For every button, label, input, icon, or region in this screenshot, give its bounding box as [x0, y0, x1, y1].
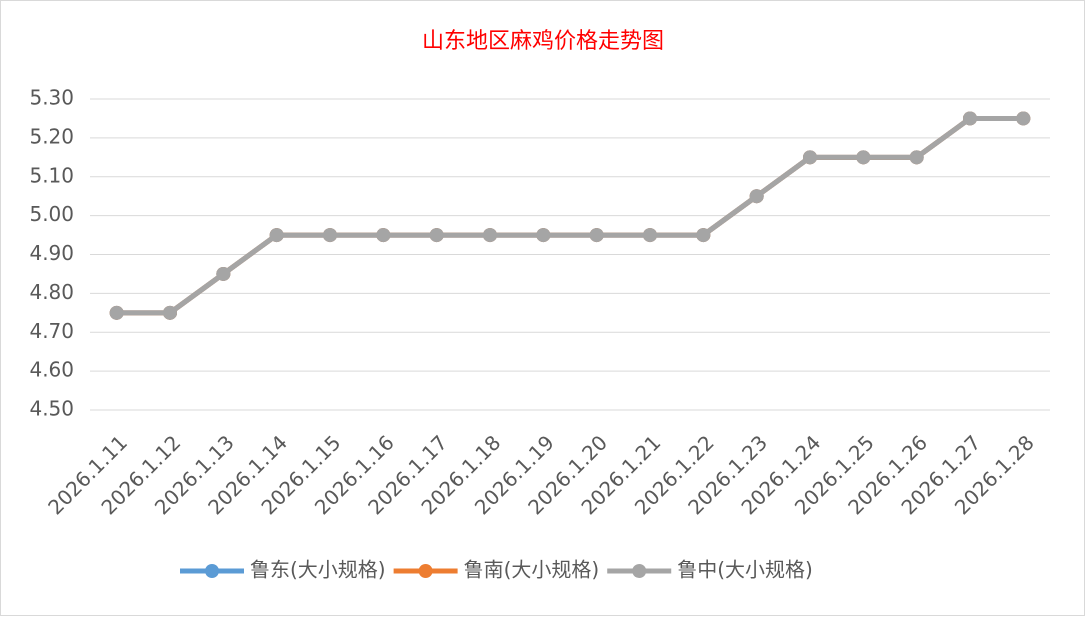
y-tick-label: 5.20: [29, 124, 74, 148]
data-point: [643, 228, 657, 243]
y-tick-label: 5.10: [29, 163, 74, 187]
chart-title: 山东地区麻鸡价格走势图: [422, 29, 664, 54]
y-tick-label: 4.60: [29, 358, 74, 382]
legend-marker: [205, 564, 219, 578]
legend-marker: [418, 564, 433, 578]
y-tick-label: 4.80: [29, 280, 74, 304]
legend-label: 鲁东(大小规格): [250, 558, 386, 582]
legend-label: 鲁南(大小规格): [464, 558, 600, 582]
legend-label: 鲁中(大小规格): [677, 558, 813, 582]
legend-marker: [632, 564, 647, 578]
y-tick-label: 5.00: [29, 202, 74, 226]
data-point: [589, 228, 604, 243]
data-point: [909, 150, 924, 165]
data-point: [429, 228, 444, 243]
data-point: [963, 111, 977, 126]
data-point: [536, 228, 551, 243]
data-point: [109, 305, 124, 320]
y-tick-label: 4.90: [29, 241, 74, 265]
data-point: [163, 305, 177, 320]
data-point: [856, 150, 871, 165]
series-line: [116, 115, 1024, 316]
data-point: [803, 150, 817, 165]
data-point: [216, 266, 231, 281]
data-point: [1016, 111, 1031, 126]
data-point: [323, 228, 337, 243]
data-point: [696, 228, 711, 243]
y-tick-label: 4.50: [29, 397, 74, 421]
data-point: [376, 228, 391, 243]
data-point: [483, 228, 497, 243]
data-point: [749, 189, 764, 204]
data-point: [269, 228, 284, 243]
y-tick-label: 4.70: [29, 319, 74, 343]
y-tick-label: 5.30: [29, 86, 74, 110]
